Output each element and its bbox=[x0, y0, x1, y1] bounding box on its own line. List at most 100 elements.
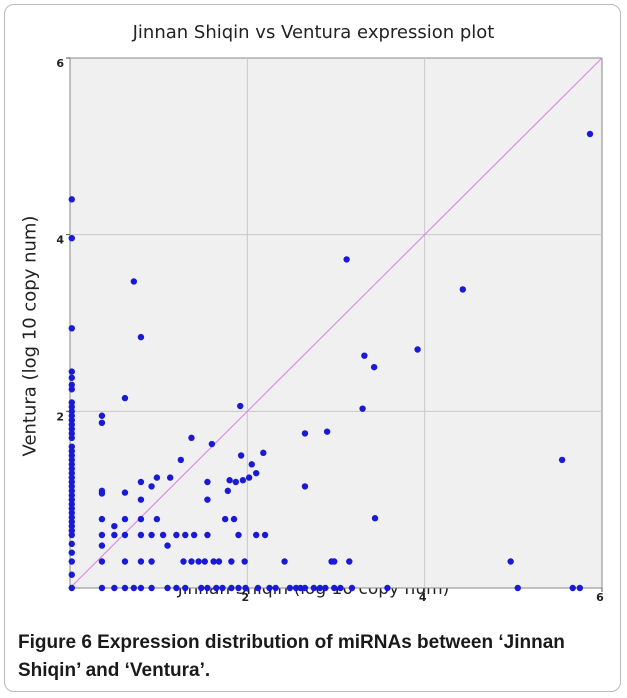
data-point bbox=[245, 474, 253, 481]
data-point bbox=[266, 584, 273, 592]
data-point bbox=[68, 549, 75, 556]
data-point bbox=[182, 531, 189, 539]
y-tick-label: 2 bbox=[56, 410, 64, 423]
data-point bbox=[195, 558, 202, 565]
data-point bbox=[237, 452, 245, 459]
data-point bbox=[204, 496, 211, 503]
data-point bbox=[310, 584, 318, 592]
data-point bbox=[98, 584, 106, 592]
data-point bbox=[121, 515, 129, 523]
data-point bbox=[198, 584, 205, 592]
data-point bbox=[204, 531, 211, 539]
data-point bbox=[226, 477, 233, 484]
data-point bbox=[68, 469, 75, 477]
data-point bbox=[359, 405, 366, 412]
data-point bbox=[260, 449, 267, 457]
data-point bbox=[68, 421, 75, 428]
data-point bbox=[98, 412, 106, 419]
data-point bbox=[68, 518, 75, 525]
data-point bbox=[210, 558, 217, 565]
caption-label: Figure 6 bbox=[18, 632, 92, 653]
data-point bbox=[228, 558, 235, 565]
data-point bbox=[68, 492, 75, 499]
data-point bbox=[254, 584, 262, 592]
data-point bbox=[98, 515, 106, 523]
data-point bbox=[68, 430, 75, 437]
data-point bbox=[384, 584, 391, 592]
data-point bbox=[68, 412, 75, 419]
data-point bbox=[68, 465, 75, 472]
data-point bbox=[68, 196, 75, 203]
data-point bbox=[204, 584, 211, 592]
data-point bbox=[182, 584, 189, 592]
data-point bbox=[68, 527, 75, 534]
data-point bbox=[248, 461, 255, 468]
data-point bbox=[111, 531, 118, 539]
data-point bbox=[68, 500, 75, 508]
data-point bbox=[121, 558, 129, 565]
data-point bbox=[514, 584, 521, 592]
data-point bbox=[68, 425, 75, 433]
data-point bbox=[68, 408, 75, 415]
data-point bbox=[253, 469, 260, 477]
data-point bbox=[68, 505, 75, 512]
data-point bbox=[68, 514, 75, 521]
data-point bbox=[68, 522, 75, 530]
data-point bbox=[242, 584, 249, 592]
data-point bbox=[219, 584, 226, 592]
data-point bbox=[177, 456, 185, 464]
data-point bbox=[153, 474, 161, 481]
data-point bbox=[68, 447, 75, 455]
data-point bbox=[190, 531, 198, 539]
data-point bbox=[68, 399, 75, 406]
scatter-chart: Jinnan Shiqin vs Ventura expression plot… bbox=[20, 22, 605, 604]
data-point bbox=[68, 478, 75, 486]
data-point bbox=[121, 394, 129, 402]
data-point bbox=[148, 483, 155, 490]
x-tick-label: 6 bbox=[596, 591, 604, 604]
data-point bbox=[331, 584, 338, 592]
data-point bbox=[98, 531, 106, 539]
data-point bbox=[148, 558, 155, 565]
data-point bbox=[224, 487, 232, 495]
data-point bbox=[322, 584, 329, 592]
data-point bbox=[213, 584, 220, 592]
data-point bbox=[137, 496, 145, 503]
data-point bbox=[173, 584, 180, 592]
data-point bbox=[98, 490, 106, 497]
data-point bbox=[221, 515, 229, 523]
data-point bbox=[164, 542, 171, 549]
data-point bbox=[208, 440, 216, 448]
data-point bbox=[166, 474, 174, 481]
data-point bbox=[239, 477, 247, 484]
chart-title: Jinnan Shiqin vs Ventura expression plot bbox=[132, 22, 495, 43]
data-point bbox=[235, 531, 242, 539]
reference-line bbox=[69, 57, 603, 589]
data-point bbox=[301, 430, 309, 437]
data-point bbox=[237, 402, 244, 410]
data-point bbox=[137, 531, 145, 539]
data-point bbox=[98, 542, 106, 549]
data-point bbox=[228, 584, 235, 592]
data-point bbox=[98, 558, 106, 565]
y-tick-label: 6 bbox=[56, 57, 64, 70]
data-point bbox=[148, 531, 155, 539]
data-point bbox=[272, 584, 279, 592]
data-point bbox=[286, 584, 294, 592]
data-point bbox=[337, 584, 344, 592]
data-point bbox=[68, 584, 75, 592]
data-point bbox=[253, 531, 260, 539]
data-point bbox=[98, 419, 106, 427]
data-point bbox=[188, 558, 195, 565]
data-point bbox=[121, 584, 129, 592]
data-point bbox=[215, 558, 223, 565]
caption-name-b: Ventura bbox=[129, 660, 200, 681]
data-point bbox=[180, 558, 187, 565]
data-point bbox=[68, 374, 75, 381]
data-point bbox=[68, 496, 75, 503]
data-point bbox=[316, 584, 324, 592]
data-point bbox=[68, 443, 75, 450]
data-point bbox=[68, 235, 75, 242]
caption-text-a: Expression distribution of miRNAs betwee… bbox=[91, 632, 504, 653]
data-point bbox=[204, 478, 211, 486]
